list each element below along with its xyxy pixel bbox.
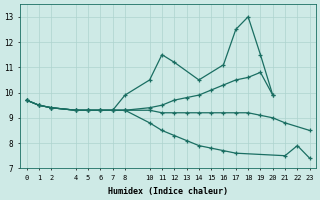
X-axis label: Humidex (Indice chaleur): Humidex (Indice chaleur) bbox=[108, 187, 228, 196]
